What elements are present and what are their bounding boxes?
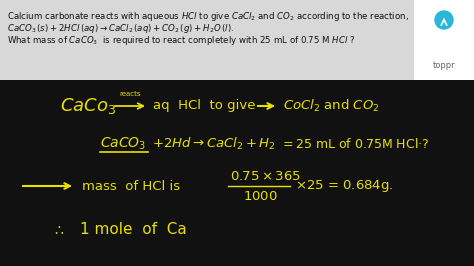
Text: Calcium carbonate reacts with aqueous $\mathit{HCl}$ to give $Ca\mathit{Cl}_2$ a: Calcium carbonate reacts with aqueous $\… [7,10,409,23]
Text: reacts: reacts [119,91,141,97]
Text: What mass of $CaCO_3$  is required to react completely with 25 mL of 0.75 M $\ma: What mass of $CaCO_3$ is required to rea… [7,34,355,47]
Text: 1 mole  of  Ca: 1 mole of Ca [80,222,187,238]
Text: mass  of HCl is: mass of HCl is [82,180,180,193]
Text: $\times 25$ = 0.684g.: $\times 25$ = 0.684g. [295,178,393,194]
Text: aq  HCl  to give: aq HCl to give [153,99,255,113]
Text: $CaCO_3\,(s)+2HCl\,(aq)\rightarrow CaCl_2\,(aq)+CO_2\,(g)+H_2O\,(l).$: $CaCO_3\,(s)+2HCl\,(aq)\rightarrow CaCl_… [7,22,234,35]
Bar [414,0,474,80]
Text: $CaCO_3$: $CaCO_3$ [100,136,146,152]
Text: $CaCo_3$: $CaCo_3$ [60,96,116,116]
Text: $CoCl_2$ and $CO_2$: $CoCl_2$ and $CO_2$ [283,98,380,114]
Text: $+ 2Hd \rightarrow CaCl_2 + H_2$: $+ 2Hd \rightarrow CaCl_2 + H_2$ [152,136,276,152]
Text: $= 25$ mL of $0.75$M HCl·?: $= 25$ mL of $0.75$M HCl·? [280,137,429,151]
Bar [0,0,474,80]
Circle shape [435,11,453,29]
Text: $1000$: $1000$ [243,189,278,202]
Text: $0.75\times365$: $0.75\times365$ [230,171,301,184]
Text: toppr: toppr [433,61,456,70]
Text: $\therefore$: $\therefore$ [52,223,65,237]
